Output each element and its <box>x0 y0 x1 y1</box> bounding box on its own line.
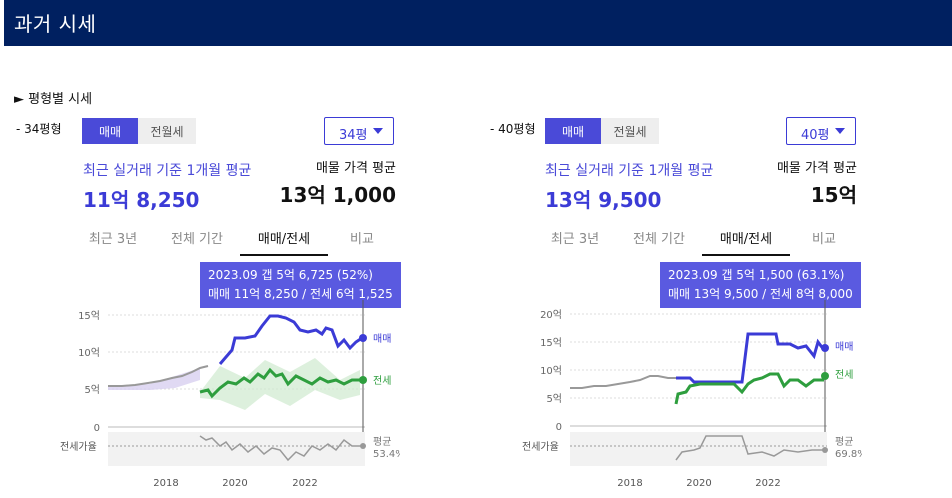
x-tick: 2018 <box>153 478 178 489</box>
jeonse-ratio-line <box>199 435 362 462</box>
listing-label: 매물 가격 평균 <box>315 161 396 176</box>
size-select-value: 40평 <box>801 128 830 143</box>
period-tabs: 최근 3년 전체 기간 매매/전세 비교 <box>538 218 858 256</box>
tab-compare[interactable]: 비교 <box>812 232 836 247</box>
y-tick: 0 <box>556 422 562 433</box>
chart-tooltip: 2023.09 갭 5억 1,500 (63.1%) 매매 13억 9,500 … <box>660 262 861 308</box>
ratio-end-dot <box>360 443 366 449</box>
size-select[interactable]: 40평 <box>786 117 856 145</box>
jeonse-ratio-line <box>675 435 824 461</box>
active-tab-indicator <box>240 254 328 256</box>
avg-caption: 최근 실거래 기준 1개월 평균 <box>83 163 252 179</box>
tab-compare[interactable]: 비교 <box>350 232 374 247</box>
jeonse-series-label: 전세 <box>835 369 853 381</box>
jeonse-ratio-strip <box>108 432 365 466</box>
tab-all-period[interactable]: 전체 기간 <box>633 232 685 247</box>
tab-all-period[interactable]: 전체 기간 <box>171 232 223 247</box>
avg-price: 13억 9,500 <box>545 188 662 212</box>
jeonse-line <box>199 367 362 399</box>
ratio-avg-value: 53.4% <box>373 449 400 460</box>
chart-tooltip: 2023.09 갭 5억 6,725 (52%) 매매 11억 8,250 / … <box>200 262 401 308</box>
tab-recent-3y[interactable]: 최근 3년 <box>550 232 600 247</box>
price-chart[interactable]: 20억 15억 10억 5억 0 매매 전세 전세가율 평균 69.8% 201… <box>522 300 862 498</box>
y-tick: 5억 <box>84 384 100 396</box>
avg-caption: 최근 실거래 기준 1개월 평균 <box>545 163 714 179</box>
page-header: 과거 시세 <box>4 0 952 46</box>
sale-toggle-button[interactable]: 매매 <box>545 118 601 144</box>
tooltip-gap: 2023.09 갭 5억 6,725 (52%) <box>208 268 373 282</box>
size-select-value: 34평 <box>339 128 368 143</box>
ratio-axis-label: 전세가율 <box>60 441 97 453</box>
listing-label: 매물 가격 평균 <box>776 161 857 176</box>
section-title: ► 평형별 시세 <box>14 92 93 107</box>
y-tick: 10억 <box>540 365 562 377</box>
trade-type-toggle: 매매 전월세 <box>82 118 196 144</box>
tooltip-prices: 매매 11억 8,250 / 전세 6억 1,525 <box>208 287 393 301</box>
jeonse-end-dot <box>821 372 829 380</box>
tab-sale-jeonse[interactable]: 매매/전세 <box>719 232 773 247</box>
rent-toggle-button[interactable]: 전월세 <box>613 124 647 139</box>
ratio-avg-label: 평균 <box>373 436 391 448</box>
tooltip-gap: 2023.09 갭 5억 1,500 (63.1%) <box>668 268 845 282</box>
jeonse-range-band <box>200 358 360 410</box>
ratio-end-dot <box>822 447 828 453</box>
tooltip-prices: 매매 13억 9,500 / 전세 8억 8,000 <box>668 287 853 301</box>
y-tick: 15억 <box>540 337 562 349</box>
sale-history-line <box>108 365 209 387</box>
sale-line <box>676 332 826 384</box>
sale-history-line <box>570 375 676 389</box>
trade-type-toggle: 매매 전월세 <box>545 118 659 144</box>
tab-sale-jeonse[interactable]: 매매/전세 <box>257 232 311 247</box>
avg-price: 11억 8,250 <box>83 188 200 212</box>
y-tick: 20억 <box>540 309 562 321</box>
y-tick: 15억 <box>78 310 100 322</box>
sale-range-band <box>108 368 200 390</box>
chevron-down-icon <box>373 128 383 134</box>
x-tick: 2020 <box>222 478 247 489</box>
listing-price: 15억 <box>810 183 857 207</box>
ratio-avg-label: 평균 <box>835 436 853 448</box>
x-tick: 2018 <box>617 478 642 489</box>
rent-toggle-button[interactable]: 전월세 <box>150 124 184 139</box>
chevron-down-icon <box>835 128 845 134</box>
jeonse-end-dot <box>359 376 367 384</box>
sale-series-label: 매매 <box>373 333 391 345</box>
period-tabs: 최근 3년 전체 기간 매매/전세 비교 <box>76 218 396 256</box>
tab-recent-3y[interactable]: 최근 3년 <box>88 232 138 247</box>
sale-line <box>218 314 363 365</box>
ratio-axis-label: 전세가율 <box>522 441 559 453</box>
size-label: - 34평형 <box>16 122 62 136</box>
price-chart[interactable]: 15억 10억 5억 0 매매 전세 전세가율 평균 53.4% 2018 20… <box>60 300 400 498</box>
size-label: - 40평형 <box>490 122 536 136</box>
ratio-avg-value: 69.8% <box>835 449 862 460</box>
x-tick: 2022 <box>292 478 317 489</box>
y-tick: 10억 <box>78 347 100 359</box>
jeonse-line <box>674 372 824 405</box>
jeonse-series-label: 전세 <box>373 375 391 387</box>
active-tab-indicator <box>702 254 790 256</box>
sale-toggle-button[interactable]: 매매 <box>82 118 138 144</box>
size-select[interactable]: 34평 <box>324 117 394 145</box>
sale-end-dot <box>821 344 829 352</box>
sale-series-label: 매매 <box>835 341 853 353</box>
y-tick: 0 <box>94 423 100 434</box>
y-tick: 5억 <box>546 393 562 405</box>
page-title: 과거 시세 <box>14 12 97 36</box>
x-tick: 2022 <box>755 478 780 489</box>
x-tick: 2020 <box>686 478 711 489</box>
sale-end-dot <box>359 334 367 342</box>
listing-price: 13억 1,000 <box>279 183 396 207</box>
